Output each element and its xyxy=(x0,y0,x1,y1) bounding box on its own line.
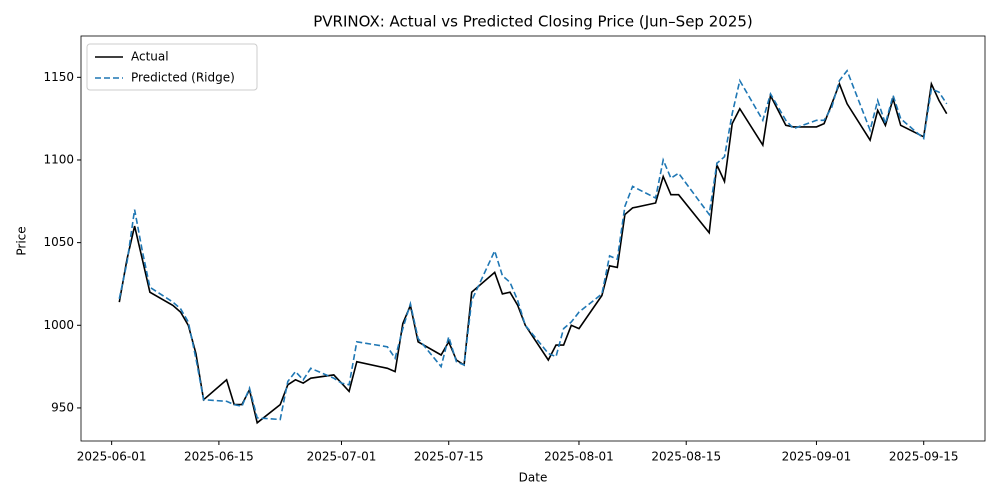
plot-area xyxy=(80,35,986,442)
y-tick-label: 1150 xyxy=(43,70,74,84)
series-line xyxy=(118,81,948,425)
y-axis-label: Price xyxy=(15,226,29,255)
x-tick-label: 2025-08-01 xyxy=(544,450,614,464)
x-tick-label: 2025-09-01 xyxy=(782,450,852,464)
chart-title: PVRINOX: Actual vs Predicted Closing Pri… xyxy=(313,13,753,31)
x-tick-label: 2025-09-15 xyxy=(889,450,959,464)
series-line xyxy=(118,69,948,421)
x-tick-label: 2025-06-15 xyxy=(184,450,254,464)
y-tick-label: 1000 xyxy=(43,318,74,332)
y-tick-label: 950 xyxy=(51,400,74,414)
y-tick-label: 1050 xyxy=(43,235,74,249)
x-axis-label: Date xyxy=(519,471,548,485)
x-tick-label: 2025-07-01 xyxy=(307,450,377,464)
legend-label: Actual xyxy=(131,50,169,64)
x-tick-label: 2025-07-15 xyxy=(414,450,484,464)
x-tick-label: 2025-08-15 xyxy=(651,450,721,464)
x-tick-label: 2025-06-01 xyxy=(77,450,147,464)
legend-box xyxy=(86,43,258,91)
legend-label: Predicted (Ridge) xyxy=(131,71,235,85)
y-tick-label: 1100 xyxy=(43,152,74,166)
